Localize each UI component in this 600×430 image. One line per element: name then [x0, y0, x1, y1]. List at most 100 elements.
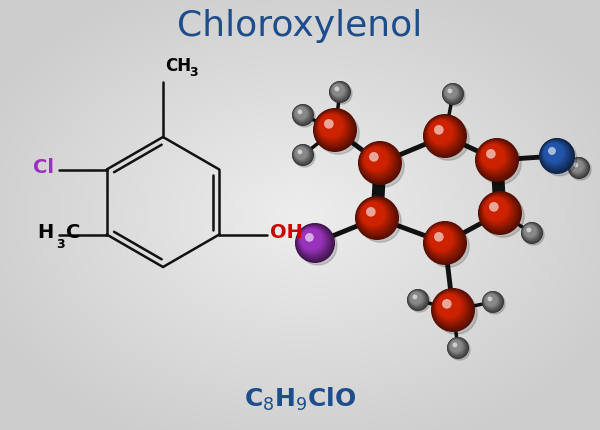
- Circle shape: [299, 227, 337, 265]
- Circle shape: [449, 339, 464, 354]
- Circle shape: [448, 89, 452, 94]
- Circle shape: [429, 121, 453, 145]
- Circle shape: [317, 113, 347, 143]
- Circle shape: [362, 146, 392, 175]
- Circle shape: [544, 144, 563, 163]
- Circle shape: [479, 193, 520, 233]
- Circle shape: [522, 224, 541, 242]
- Circle shape: [447, 338, 469, 359]
- Circle shape: [482, 291, 504, 313]
- Circle shape: [425, 223, 463, 261]
- Circle shape: [407, 289, 428, 310]
- Circle shape: [331, 84, 346, 98]
- Circle shape: [294, 147, 310, 162]
- Circle shape: [357, 199, 394, 235]
- Circle shape: [296, 225, 332, 260]
- Circle shape: [479, 143, 509, 172]
- Circle shape: [293, 105, 313, 126]
- Circle shape: [295, 224, 334, 262]
- Circle shape: [369, 153, 379, 162]
- Circle shape: [433, 290, 471, 329]
- Circle shape: [407, 290, 428, 310]
- Circle shape: [484, 293, 500, 310]
- Circle shape: [366, 208, 376, 217]
- Circle shape: [568, 158, 589, 179]
- Circle shape: [413, 295, 418, 300]
- Circle shape: [574, 163, 578, 168]
- Circle shape: [358, 200, 391, 233]
- Circle shape: [356, 197, 398, 239]
- Circle shape: [318, 114, 346, 141]
- Circle shape: [426, 118, 460, 151]
- Circle shape: [315, 111, 352, 147]
- Circle shape: [331, 83, 347, 100]
- Circle shape: [484, 293, 500, 309]
- Circle shape: [484, 197, 508, 221]
- Circle shape: [428, 226, 455, 254]
- Circle shape: [355, 197, 399, 240]
- Circle shape: [523, 224, 538, 240]
- Circle shape: [479, 192, 521, 234]
- Circle shape: [408, 290, 427, 309]
- Circle shape: [424, 222, 466, 264]
- Circle shape: [429, 227, 453, 252]
- Circle shape: [476, 140, 515, 179]
- Circle shape: [480, 144, 508, 171]
- Circle shape: [568, 158, 590, 180]
- Circle shape: [540, 140, 573, 172]
- Text: CH: CH: [165, 57, 191, 75]
- Circle shape: [294, 107, 310, 122]
- Circle shape: [541, 140, 572, 172]
- Circle shape: [360, 201, 388, 229]
- Circle shape: [569, 159, 587, 177]
- Circle shape: [523, 225, 544, 246]
- Circle shape: [329, 82, 350, 103]
- Circle shape: [434, 233, 443, 242]
- Circle shape: [449, 340, 463, 353]
- Circle shape: [524, 225, 537, 238]
- Circle shape: [298, 226, 329, 258]
- Circle shape: [407, 289, 429, 311]
- Circle shape: [426, 224, 461, 259]
- Circle shape: [409, 291, 426, 308]
- Circle shape: [445, 86, 458, 99]
- Circle shape: [360, 144, 397, 181]
- Circle shape: [485, 294, 497, 306]
- Circle shape: [435, 292, 466, 323]
- Circle shape: [410, 292, 422, 304]
- Circle shape: [295, 147, 308, 161]
- Circle shape: [539, 139, 574, 174]
- Circle shape: [293, 106, 311, 123]
- Circle shape: [527, 228, 532, 233]
- Circle shape: [437, 294, 461, 318]
- Circle shape: [444, 86, 465, 107]
- Circle shape: [292, 105, 314, 127]
- Circle shape: [483, 292, 502, 311]
- Circle shape: [485, 294, 498, 307]
- Circle shape: [548, 147, 556, 156]
- Circle shape: [543, 143, 566, 166]
- Circle shape: [442, 84, 464, 106]
- Circle shape: [292, 145, 313, 166]
- Circle shape: [299, 228, 325, 253]
- Circle shape: [443, 86, 460, 102]
- Circle shape: [332, 85, 344, 98]
- Circle shape: [317, 113, 348, 144]
- Circle shape: [409, 292, 424, 306]
- Circle shape: [436, 294, 463, 319]
- Circle shape: [358, 141, 402, 186]
- Circle shape: [319, 115, 343, 139]
- Circle shape: [428, 120, 455, 147]
- Circle shape: [359, 143, 398, 182]
- Circle shape: [436, 293, 464, 321]
- Circle shape: [479, 142, 510, 174]
- Circle shape: [427, 226, 469, 267]
- Circle shape: [427, 119, 458, 150]
- Circle shape: [359, 142, 401, 184]
- Circle shape: [484, 294, 505, 314]
- Circle shape: [443, 85, 461, 103]
- Circle shape: [524, 225, 536, 237]
- Circle shape: [363, 147, 391, 174]
- Circle shape: [359, 201, 389, 230]
- Circle shape: [296, 224, 333, 261]
